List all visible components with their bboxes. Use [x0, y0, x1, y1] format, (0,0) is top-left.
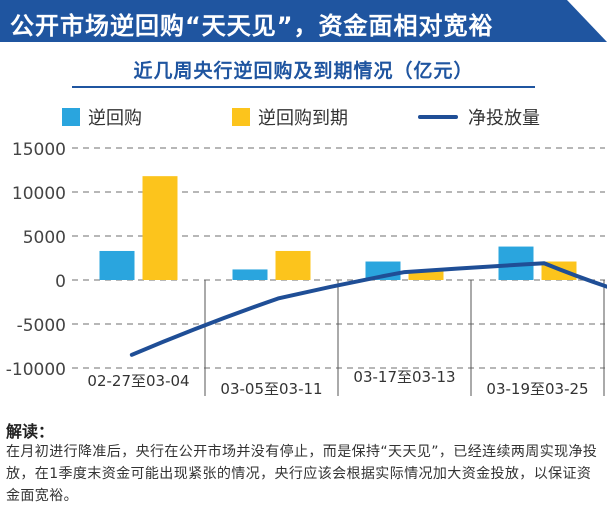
chart-title: 近几周央行逆回购及到期情况（亿元）	[133, 60, 474, 82]
x-category-label: 02-27至03-04	[87, 372, 189, 390]
bar-reverse-repo	[232, 269, 268, 280]
bar-line-chart: -10000 -5000 0 5000 10000 15000 02-27至03-04 03-…	[6, 140, 607, 398]
title-banner: 公开市场逆回购“天天见”，资金面相对宽裕	[0, 0, 607, 42]
x-category-label: 03-05至03-11	[220, 380, 322, 398]
note-body: 在月初进行降准后，央行在公开市场并没有停止，而是保持“天天见”，已经连续两周实现…	[6, 444, 598, 504]
chart-title-underline	[72, 86, 535, 88]
legend-swatch-reverse-repo	[62, 108, 80, 126]
bar-reverse-repo-maturity	[275, 250, 311, 280]
legend-item-reverse-repo: 逆回购	[62, 104, 142, 130]
bar-reverse-repo	[99, 250, 135, 280]
label-layer: -10000 -5000 0 5000 10000 15000 02-27至03-04 03-…	[6, 140, 589, 398]
legend-label-net-injection: 净投放量	[468, 108, 540, 129]
y-tick-label: -10000	[6, 360, 66, 380]
legend-label-reverse-repo-maturity: 逆回购到期	[258, 108, 348, 129]
line-layer	[129, 261, 607, 357]
note-title: 解读：	[6, 422, 55, 441]
legend-item-net-injection: 净投放量	[418, 104, 540, 130]
bar-reverse-repo-maturity	[142, 176, 178, 280]
y-tick-label: 15000	[12, 140, 66, 160]
bar-reverse-repo-maturity	[408, 271, 444, 280]
y-tick-label: 5000	[23, 228, 66, 248]
legend-swatch-net-injection	[418, 115, 458, 119]
y-tick-label: 10000	[12, 184, 66, 204]
x-category-label: 03-17至03-13	[353, 368, 455, 386]
x-category-label: 03-19至03-25	[486, 380, 588, 398]
net-injection-line	[129, 261, 607, 357]
banner-title: 公开市场逆回购“天天见”，资金面相对宽裕	[10, 12, 494, 40]
legend-label-reverse-repo: 逆回购	[88, 108, 142, 129]
legend-swatch-reverse-repo-maturity	[232, 108, 250, 126]
y-tick-label: 0	[55, 272, 66, 292]
legend-item-reverse-repo-maturity: 逆回购到期	[232, 104, 348, 130]
y-tick-label: -5000	[17, 316, 66, 336]
banner-corner-cut	[567, 0, 607, 42]
